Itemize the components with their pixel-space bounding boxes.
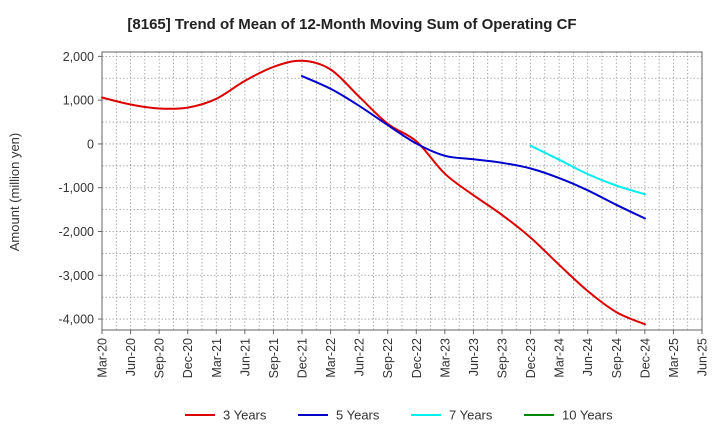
x-tick-label: Jun-21 — [238, 338, 252, 376]
y-tick-label: 1,000 — [63, 94, 94, 108]
y-ticks: 2,000 1,000 0 -1,000 -2,000 -3,000 -4,000 — [59, 50, 102, 327]
y-tick-label: 2,000 — [63, 50, 94, 64]
series-line-7-years — [529, 144, 646, 196]
x-tick-label: Dec-20 — [181, 338, 195, 378]
legend-label-3-years: 3 Years — [223, 408, 267, 423]
y-tick-label: -1,000 — [59, 181, 94, 195]
x-tick-label: Jun-22 — [353, 338, 367, 376]
x-tick-label: Dec-23 — [524, 338, 538, 378]
x-tick-label: Mar-25 — [667, 338, 681, 378]
series-lines — [101, 59, 646, 326]
y-tick-label: -4,000 — [59, 313, 94, 327]
x-tick-label: Jun-24 — [581, 338, 595, 376]
x-tick-label: Jun-20 — [124, 338, 138, 376]
x-ticks: Mar-20 Jun-20 Sep-20 Dec-20 Mar-21 Jun-21 Sep-… — [96, 330, 710, 378]
y-axis-label: Amount (million yen) — [7, 133, 22, 252]
plot-frame — [101, 51, 703, 331]
x-tick-label: Sep-24 — [610, 338, 624, 378]
x-tick-label: Dec-21 — [296, 338, 310, 378]
legend-label-10-years: 10 Years — [562, 408, 613, 423]
x-tick-label: Dec-22 — [410, 338, 424, 378]
x-tick-label: Sep-23 — [496, 338, 510, 378]
x-tick-label: Sep-21 — [267, 338, 281, 378]
x-tick-label: Mar-23 — [438, 338, 452, 378]
x-tick-label: Dec-24 — [638, 338, 652, 378]
x-tick-label: Mar-20 — [96, 338, 110, 378]
series-line-3-years — [101, 59, 646, 326]
x-tick-label: Sep-20 — [153, 338, 167, 378]
legend: 3 Years 5 Years 7 Years 10 Years — [185, 408, 613, 423]
x-tick-label: Mar-22 — [324, 338, 338, 378]
x-tick-label: Jun-25 — [696, 338, 710, 376]
x-tick-label: Mar-21 — [210, 338, 224, 378]
x-tick-label: Jun-23 — [467, 338, 481, 376]
series-line-5-years — [301, 75, 646, 220]
x-tick-label: Mar-24 — [553, 338, 567, 378]
y-tick-label: -2,000 — [59, 225, 94, 239]
grid — [101, 52, 703, 330]
x-tick-label: Sep-22 — [381, 338, 395, 378]
legend-label-5-years: 5 Years — [336, 408, 380, 423]
y-tick-label: 0 — [87, 137, 94, 151]
legend-label-7-years: 7 Years — [449, 408, 493, 423]
plot-border — [101, 51, 703, 331]
chart-title: [8165] Trend of Mean of 12-Month Moving … — [127, 16, 576, 33]
y-tick-label: -3,000 — [59, 269, 94, 283]
